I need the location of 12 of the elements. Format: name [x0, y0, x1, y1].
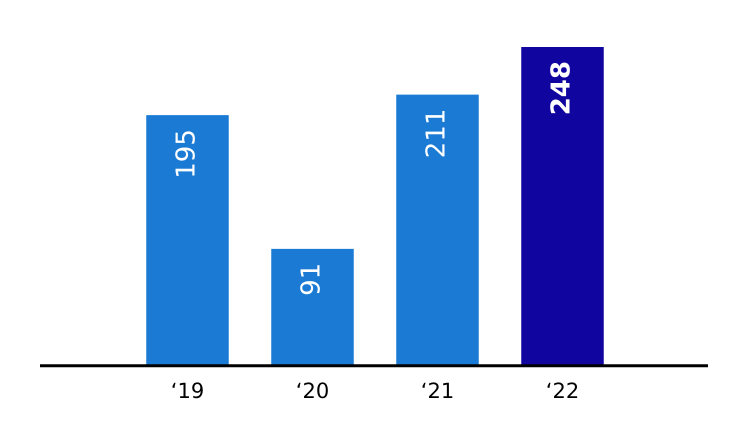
bar — [396, 94, 479, 366]
x-tick-label: ‘21 — [420, 378, 454, 403]
data-label: 248 — [546, 61, 576, 116]
bar — [521, 47, 604, 366]
x-tick-label: ‘20 — [296, 378, 330, 403]
data-label: 91 — [296, 262, 326, 296]
data-label: 211 — [421, 108, 452, 158]
x-tick-label: ‘19 — [170, 378, 204, 403]
bar — [271, 248, 354, 366]
x-tick-label: ‘22 — [546, 378, 580, 403]
bar — [146, 115, 229, 366]
data-label: 195 — [171, 129, 202, 179]
